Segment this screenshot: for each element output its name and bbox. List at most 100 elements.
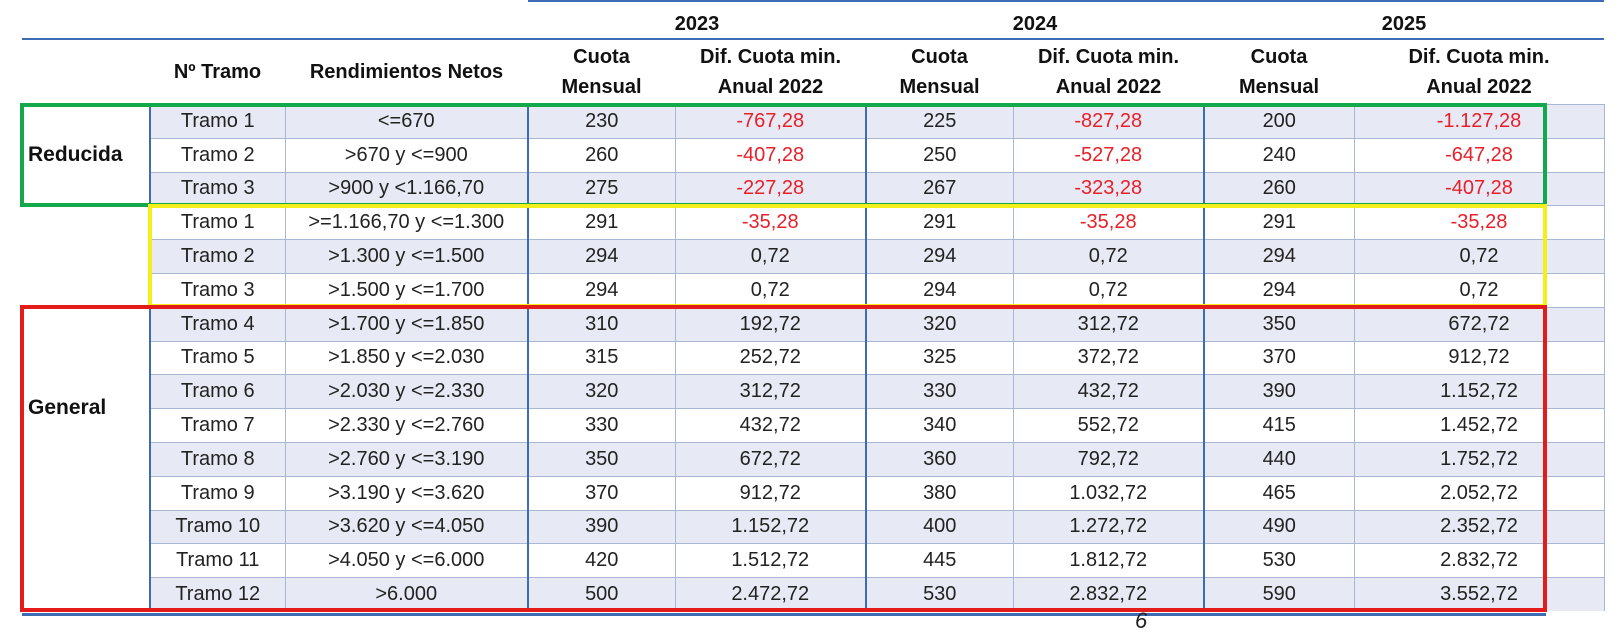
cuota-2023-cell: 320 bbox=[527, 374, 676, 409]
cuota-2024-cell: 445 bbox=[865, 543, 1014, 578]
dif-2024-cell: 1.032,72 bbox=[1013, 475, 1205, 511]
cuota-2023-cell: 291 bbox=[527, 205, 676, 240]
dif-2025-cell: 1.452,72 bbox=[1354, 408, 1605, 443]
cuota-2023-cell: 500 bbox=[527, 577, 676, 611]
dif-2025-cell: -1.127,28 bbox=[1354, 104, 1605, 139]
tramo-cell: Tramo 8 bbox=[149, 441, 286, 477]
cuota-2025-cell: 390 bbox=[1203, 374, 1355, 409]
tramo-cell: Tramo 9 bbox=[149, 475, 286, 511]
cuota-table: 2023 2024 2025 Nº Tramo Rendimientos Net… bbox=[22, 0, 1605, 611]
cuota-2023-cell: 390 bbox=[527, 509, 676, 544]
cuota-2023-cell: 260 bbox=[527, 137, 676, 173]
dif-2024-cell: 312,72 bbox=[1013, 306, 1205, 342]
rendimientos-cell: >1.300 y <=1.500 bbox=[285, 239, 529, 274]
rendimientos-header: Rendimientos Netos bbox=[309, 61, 504, 83]
dif-header-line1: Dif. Cuota min. bbox=[699, 46, 842, 68]
table-row: Tramo 3 >1.500 y <=1.700 294 0,72 294 0,72 294… bbox=[22, 272, 1605, 308]
dif-2025-cell: 1.152,72 bbox=[1354, 374, 1605, 409]
year-header-spacer bbox=[22, 1, 528, 40]
table-row: Tramo 2 >1.300 y <=1.500 294 0,72 294 0,72 294… bbox=[22, 239, 1605, 274]
dif-2023-cell: -35,28 bbox=[675, 205, 867, 240]
cuota-2025-cell: 200 bbox=[1203, 104, 1355, 139]
cuota-2023-cell: 330 bbox=[527, 408, 676, 443]
cuota-2024-cell: 360 bbox=[865, 441, 1014, 477]
cuota-2025-cell: 590 bbox=[1203, 577, 1355, 611]
rendimientos-cell: >2.760 y <=3.190 bbox=[285, 441, 529, 477]
table-row: Tramo 7 >2.330 y <=2.760 330 432,72 340 552,7… bbox=[22, 408, 1605, 443]
cuota-2025-cell: 465 bbox=[1203, 475, 1355, 511]
cuota-header-line1: Cuota bbox=[1250, 46, 1308, 68]
dif-2024-cell: 0,72 bbox=[1013, 272, 1205, 308]
year-2023-header: 2023 bbox=[528, 0, 866, 40]
column-header-row: Nº Tramo Rendimientos Netos Cuota Mensual… bbox=[22, 39, 1604, 105]
cuota-2025-header: Cuota Mensual bbox=[1204, 39, 1354, 105]
cuota-2023-cell: 294 bbox=[527, 239, 676, 274]
year-2024-header: 2024 bbox=[866, 0, 1204, 40]
rendimientos-cell: >4.050 y <=6.000 bbox=[285, 543, 529, 578]
tramo-cell: Tramo 2 bbox=[149, 239, 286, 274]
dif-2024-header: Dif. Cuota min. Anual 2022 bbox=[1013, 39, 1204, 105]
cuota-2025-cell: 350 bbox=[1203, 306, 1355, 342]
cuota-2024-cell: 267 bbox=[865, 171, 1014, 206]
dif-2023-cell: 672,72 bbox=[675, 441, 867, 477]
dif-2023-cell: 312,72 bbox=[675, 374, 867, 409]
table-row: Tramo 6 >2.030 y <=2.330 320 312,72 330 432,7… bbox=[22, 374, 1605, 409]
dif-2025-cell: 672,72 bbox=[1354, 306, 1605, 342]
rendimientos-cell: >1.850 y <=2.030 bbox=[285, 340, 529, 375]
dif-2025-cell: -35,28 bbox=[1354, 205, 1605, 240]
cuota-2024-cell: 380 bbox=[865, 475, 1014, 511]
dif-2025-cell: 0,72 bbox=[1354, 272, 1605, 308]
cuota-2024-cell: 530 bbox=[865, 577, 1014, 611]
cuota-2024-cell: 340 bbox=[865, 408, 1014, 443]
rendimientos-cell: >2.330 y <=2.760 bbox=[285, 408, 529, 443]
cuota-header-line2: Mensual bbox=[1238, 76, 1320, 98]
table-row: Tramo 2 >670 y <=900 260 -407,28 250 -527,28 2… bbox=[22, 137, 1605, 173]
table-row: General Tramo 1 >=1.166,70 y <=1.300 291 -35… bbox=[22, 205, 1605, 611]
year-2025-header: 2025 bbox=[1204, 0, 1604, 40]
dif-2025-cell: 3.552,72 bbox=[1354, 577, 1605, 611]
dif-2023-header: Dif. Cuota min. Anual 2022 bbox=[675, 39, 866, 105]
rendimientos-cell: >670 y <=900 bbox=[285, 137, 529, 173]
tramo-cell: Tramo 5 bbox=[149, 340, 286, 375]
dif-2025-cell: -647,28 bbox=[1354, 137, 1605, 173]
dif-2023-cell: 432,72 bbox=[675, 408, 867, 443]
rendimientos-cell: >3.190 y <=3.620 bbox=[285, 475, 529, 511]
cuota-2023-cell: 294 bbox=[527, 272, 676, 308]
dif-2023-cell: 0,72 bbox=[675, 239, 867, 274]
cuota-2025-cell: 260 bbox=[1203, 171, 1355, 206]
cuota-2024-cell: 400 bbox=[865, 509, 1014, 544]
dif-2024-cell: -35,28 bbox=[1013, 205, 1205, 240]
tramo-cell: Tramo 4 bbox=[149, 306, 286, 342]
dif-2025-header: Dif. Cuota min. Anual 2022 bbox=[1354, 39, 1604, 105]
cuota-2023-cell: 230 bbox=[527, 104, 676, 139]
dif-2024-cell: -827,28 bbox=[1013, 104, 1205, 139]
tramo-cell: Tramo 2 bbox=[149, 137, 286, 173]
dif-2023-cell: -407,28 bbox=[675, 137, 867, 173]
cuota-header-line1: Cuota bbox=[911, 46, 968, 68]
cuota-2025-cell: 530 bbox=[1203, 543, 1355, 578]
rendimientos-cell: >1.500 y <=1.700 bbox=[285, 272, 529, 308]
tramo-cell: Tramo 1 bbox=[149, 205, 286, 240]
dif-2025-cell: 0,72 bbox=[1354, 239, 1605, 274]
group-label-reducida: Reducida bbox=[22, 104, 150, 206]
tramo-header: Nº Tramo bbox=[173, 61, 262, 83]
cuota-header-line2: Mensual bbox=[899, 76, 980, 98]
dif-2024-cell: 0,72 bbox=[1013, 239, 1205, 274]
group-label-general: General bbox=[22, 205, 150, 611]
dif-2025-cell: 912,72 bbox=[1354, 340, 1605, 375]
cuota-2024-cell: 330 bbox=[865, 374, 1014, 409]
table-row: Tramo 12 >6.000 500 2.472,72 530 2.832,72 590 3… bbox=[22, 577, 1605, 611]
cuota-2023-cell: 315 bbox=[527, 340, 676, 375]
dif-2023-cell: 1.512,72 bbox=[675, 543, 867, 578]
cuota-2025-cell: 291 bbox=[1203, 205, 1355, 240]
cuota-2023-cell: 275 bbox=[527, 171, 676, 206]
cuota-2025-cell: 370 bbox=[1203, 340, 1355, 375]
cuota-2024-cell: 320 bbox=[865, 306, 1014, 342]
year-header-row: 2023 2024 2025 bbox=[22, 0, 1604, 40]
rendimientos-cell: >=1.166,70 y <=1.300 bbox=[285, 205, 529, 240]
dif-header-line2: Anual 2022 bbox=[1055, 76, 1162, 98]
cuota-2024-cell: 291 bbox=[865, 205, 1014, 240]
cuota-2023-cell: 370 bbox=[527, 475, 676, 511]
cuota-2025-cell: 240 bbox=[1203, 137, 1355, 173]
dif-2023-cell: 252,72 bbox=[675, 340, 867, 375]
